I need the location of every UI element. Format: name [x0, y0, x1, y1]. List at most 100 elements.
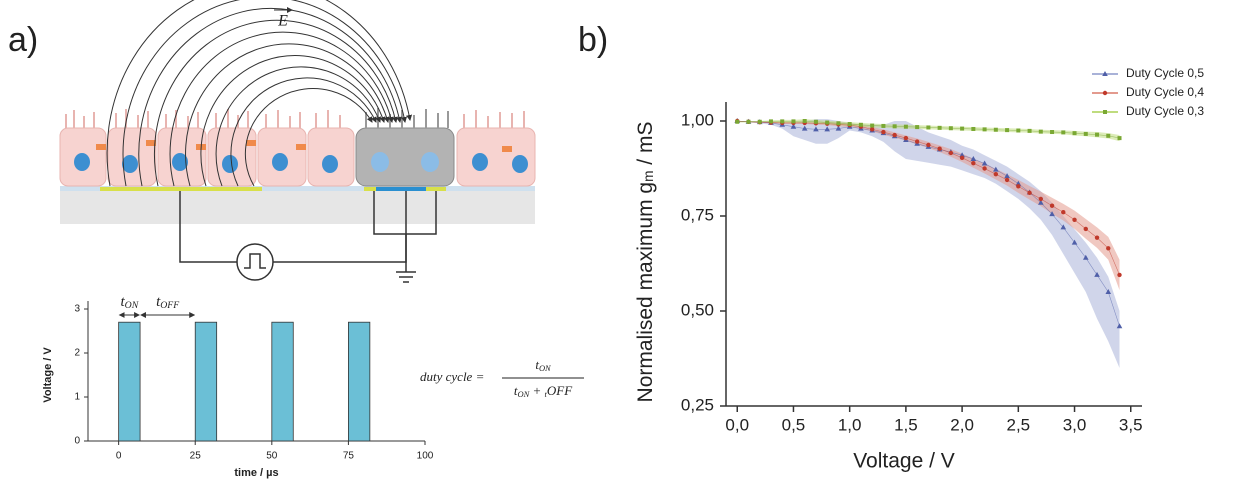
data-point [937, 146, 942, 151]
data-point [1083, 131, 1088, 136]
data-point [948, 126, 953, 131]
data-point [1027, 190, 1032, 196]
x-tick-label: 0,5 [782, 415, 806, 434]
data-point [993, 127, 998, 132]
pulse-bar [194, 321, 218, 442]
pulse-bar [118, 321, 141, 442]
data-point [1083, 226, 1088, 232]
text-part: t [535, 357, 539, 372]
data-point [926, 125, 931, 130]
text-part: t [156, 294, 161, 310]
subscript: t [545, 389, 548, 399]
cell-diagram: E [59, 0, 536, 283]
y-tick-label: 0,25 [681, 395, 714, 414]
data-point [1117, 272, 1122, 278]
data-point [1004, 177, 1010, 183]
span-label: tON [120, 294, 138, 311]
data-point [1094, 235, 1100, 240]
y-tick-label: 1,00 [681, 110, 714, 129]
data-point [780, 119, 785, 124]
data-point [1016, 184, 1021, 189]
x-tick-label: 2,5 [1007, 415, 1031, 434]
data-point [993, 172, 999, 177]
y-axis-label: Normalised maximum gm / mS [634, 122, 657, 403]
text-part: + [529, 383, 544, 398]
x-tick-label: 3,5 [1119, 415, 1143, 434]
legend-marker [1102, 90, 1108, 96]
data-point [869, 127, 875, 132]
pulse-bar [348, 321, 371, 442]
data-point [1116, 323, 1123, 329]
data-point [1082, 254, 1089, 260]
panel-label: b) [578, 21, 608, 59]
data-point [971, 126, 976, 131]
x-tick-label: 2,0 [950, 415, 974, 434]
data-point [959, 152, 965, 158]
x-tick-label: 75 [343, 451, 355, 462]
data-point [881, 123, 886, 128]
data-point [982, 166, 987, 171]
data-point [802, 119, 807, 123]
data-point [870, 123, 875, 128]
data-point [790, 123, 797, 129]
subscript: ON [517, 389, 530, 399]
data-point [735, 119, 740, 124]
formula: duty cycle = [420, 369, 584, 384]
data-point [801, 125, 808, 131]
data-point [1095, 132, 1100, 137]
text-part: t [120, 294, 125, 310]
legend-label: Duty Cycle 0,3 [1126, 104, 1204, 118]
data-point [881, 129, 886, 135]
data-point [959, 155, 965, 161]
data-point [948, 150, 954, 156]
legend-label: Duty Cycle 0,5 [1126, 66, 1204, 80]
data-point [1072, 131, 1077, 136]
subscript: ON [539, 363, 552, 373]
data-point [982, 127, 987, 132]
text-part: Normalised maximum g [634, 182, 657, 403]
data-point [1016, 128, 1021, 133]
y-tick-label: 3 [74, 304, 80, 315]
x-tick-label: 3,0 [1063, 415, 1087, 434]
data-point [858, 122, 863, 127]
formula-numerator: tON [535, 357, 552, 373]
formula-lhs: duty cycle = [420, 369, 484, 384]
y-axis-label: Voltage / V [42, 347, 54, 403]
data-point [892, 124, 897, 129]
data-point [746, 119, 751, 124]
x-tick-label: 50 [266, 451, 278, 462]
subscript: ON [125, 300, 139, 311]
data-point [1005, 128, 1010, 133]
data-point [1015, 180, 1022, 186]
subscript: OFF [160, 300, 180, 311]
data-point [903, 124, 908, 129]
data-point [1049, 203, 1055, 208]
y-tick-label: 1 [74, 392, 80, 403]
data-point [1105, 289, 1112, 294]
data-point [813, 119, 818, 124]
x-tick-label: 0 [116, 451, 122, 462]
data-point [825, 120, 830, 125]
x-tick-label: 1,0 [838, 415, 862, 434]
data-point [1072, 217, 1077, 222]
data-point [960, 126, 965, 131]
data-point [1049, 211, 1055, 217]
y-tick-label: 0 [74, 436, 80, 447]
data-point [1004, 173, 1010, 179]
formula-denominator: tON + tOFF [514, 383, 573, 399]
legend-marker [1102, 71, 1108, 76]
data-point [1117, 136, 1122, 141]
data-point [937, 125, 942, 130]
panel-label: a) [8, 21, 38, 59]
data-point [1106, 246, 1111, 251]
x-tick-label: 25 [190, 451, 202, 462]
pulse-bar [271, 321, 294, 442]
data-point [836, 121, 841, 126]
data-point [915, 125, 920, 130]
data-point [1106, 133, 1111, 138]
data-point [1071, 239, 1078, 245]
x-axis-label: time / µs [234, 467, 278, 479]
data-point [1061, 130, 1066, 135]
data-point [914, 139, 920, 144]
